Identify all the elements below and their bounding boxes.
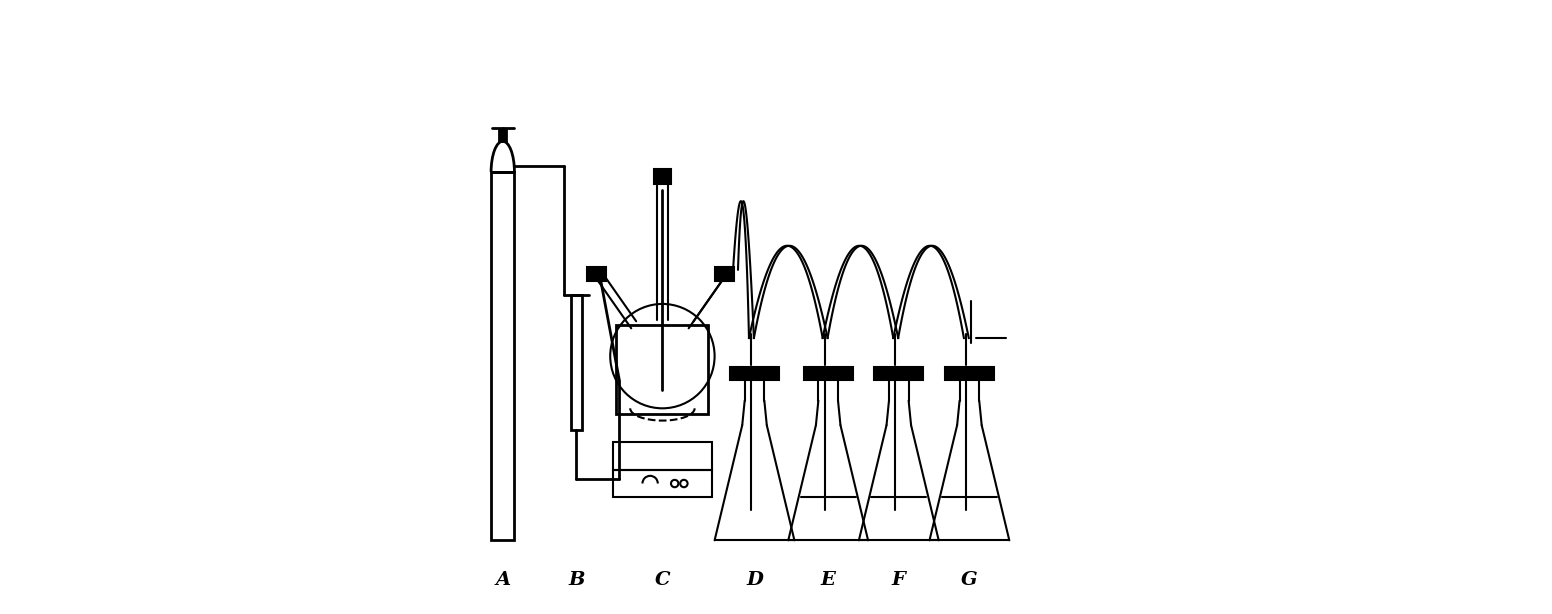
Bar xyxy=(500,130,506,141)
Text: B: B xyxy=(568,572,585,589)
Bar xyxy=(945,367,993,380)
Bar xyxy=(588,267,605,281)
Bar xyxy=(571,295,582,430)
Text: C: C xyxy=(655,572,670,589)
Text: D: D xyxy=(747,572,764,589)
Bar xyxy=(715,267,734,281)
Text: F: F xyxy=(892,572,906,589)
Text: G: G xyxy=(961,572,978,589)
Bar xyxy=(804,367,852,380)
Bar xyxy=(616,325,708,414)
Bar xyxy=(653,169,670,184)
Text: E: E xyxy=(821,572,835,589)
Bar xyxy=(613,470,711,497)
Bar xyxy=(490,172,514,540)
Bar xyxy=(729,367,779,380)
Bar xyxy=(613,442,711,470)
Bar xyxy=(874,367,923,380)
Text: A: A xyxy=(495,572,511,589)
